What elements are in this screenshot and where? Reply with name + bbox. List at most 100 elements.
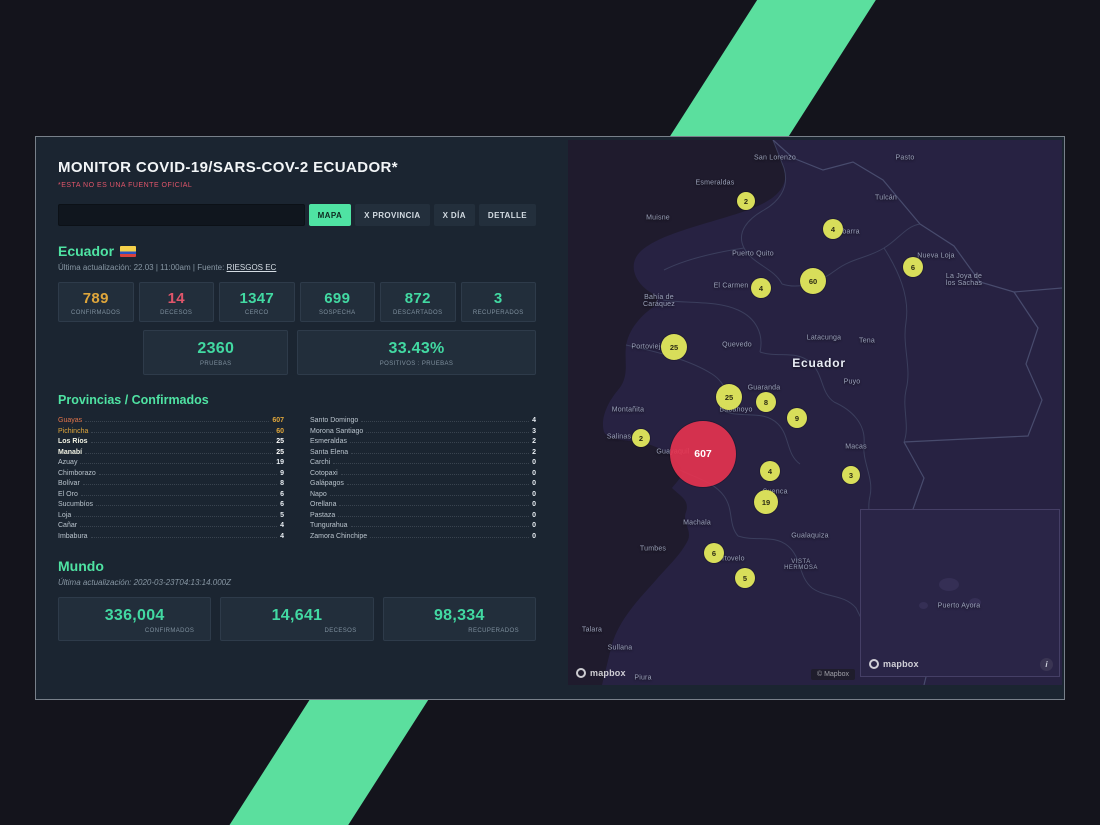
galapagos-inset-map[interactable]: Puerto Ayora mapbox i [860, 509, 1060, 677]
map-label: Babahoyo [719, 406, 753, 414]
stat-label: DESCARTADOS [392, 310, 443, 316]
map-label: Latacunga [806, 334, 842, 342]
map-marker-4[interactable]: 4 [760, 461, 780, 481]
map-marker-4[interactable]: 4 [823, 219, 843, 239]
province-name: Tungurahua [310, 522, 348, 529]
map-label: Bahía de Caráquez [643, 294, 675, 308]
dashboard-panel: MONITOR COVID-19/SARS-COV-2 ECUADOR* *ES… [36, 137, 568, 699]
province-value: 607 [272, 417, 284, 424]
search-input[interactable] [58, 204, 305, 226]
province-row: Orellana 0 [310, 500, 536, 511]
view-tabs: MAPA X PROVINCIA X DÍA DETALLE [308, 204, 536, 226]
province-row: Sucumbíos 6 [58, 500, 284, 511]
tab-x-provincia[interactable]: X PROVINCIA [355, 204, 430, 226]
province-row: Galápagos 0 [310, 479, 536, 490]
map-marker-607[interactable]: 607 [670, 421, 736, 487]
stat-value: 2360 [197, 340, 235, 357]
dashboard-frame: MONITOR COVID-19/SARS-COV-2 ECUADOR* *ES… [35, 136, 1065, 700]
province-row: Santa Elena 2 [310, 448, 536, 459]
province-name: Zamora Chinchipe [310, 532, 368, 540]
map-marker-19[interactable]: 19 [754, 490, 778, 514]
stat-label: CONFIRMADOS [144, 628, 195, 634]
province-value: 4 [532, 417, 536, 424]
map-label: La Joya de los Sachas [945, 273, 983, 287]
map-marker-60[interactable]: 60 [800, 268, 826, 294]
map-marker-6[interactable]: 6 [903, 257, 923, 277]
map-marker-8[interactable]: 8 [756, 392, 776, 412]
province-name: Galápagos [310, 480, 344, 487]
map-label: VISTA HERMOSA [784, 559, 818, 571]
map-attribution[interactable]: © Mapbox [810, 669, 855, 680]
tab-detalle[interactable]: DETALLE [478, 204, 536, 226]
province-name: Chimborazo [58, 469, 96, 477]
province-row: Chimborazo 9 [58, 469, 284, 480]
province-name: Carchi [310, 459, 331, 466]
map-label: Portoviejo [631, 343, 665, 351]
map-label: Ecuador [792, 356, 846, 370]
tab-x-d-a[interactable]: X DÍA [433, 204, 475, 226]
dotted-leader [351, 452, 530, 454]
province-row: Cotopaxi 0 [310, 469, 536, 480]
map-label: El Carmen [713, 282, 749, 290]
stat-card: 14,641 DECESOS [220, 597, 374, 641]
mapbox-logo[interactable]: mapbox [576, 668, 626, 678]
dotted-leader [91, 431, 274, 433]
map-canvas[interactable]: Puerto Ayora mapbox i mapbox © Mapbox Sa… [568, 140, 1062, 685]
province-name: Pichincha [58, 427, 89, 435]
province-name: Imbabura [58, 532, 88, 540]
dotted-leader [90, 442, 274, 443]
stat-card: 336,004 CONFIRMADOS [58, 597, 212, 641]
map-label: Tumbes [639, 545, 667, 553]
province-value: 0 [532, 480, 536, 487]
province-value: 3 [532, 427, 536, 435]
mundo-stats-row: 336,004 CONFIRMADOS 14,641 DECESOS 98,334 REC… [58, 597, 536, 641]
map-label: Quevedo [722, 341, 752, 349]
province-value: 0 [532, 459, 536, 466]
map-marker-3[interactable]: 3 [842, 466, 860, 484]
map-marker-2[interactable]: 2 [632, 429, 650, 447]
source-link[interactable]: RIESGOS EC [226, 263, 277, 272]
province-name: Bolívar [58, 480, 80, 487]
stat-label: RECUPERADOS [468, 628, 519, 634]
map-marker-2[interactable]: 2 [737, 192, 755, 210]
map-marker-25[interactable]: 25 [716, 384, 742, 410]
province-name: Esmeraldas [310, 438, 347, 445]
province-value: 0 [532, 490, 536, 498]
province-row: Bolívar 8 [58, 479, 284, 490]
dotted-leader [338, 515, 530, 517]
stat-value: 14 [167, 290, 185, 307]
info-icon[interactable]: i [1040, 658, 1053, 671]
dotted-leader [361, 421, 530, 422]
map-marker-25[interactable]: 25 [661, 334, 687, 360]
map-marker-5[interactable]: 5 [735, 568, 755, 588]
map-label: Salinas [606, 433, 632, 441]
map-marker-9[interactable]: 9 [787, 408, 807, 428]
province-row: Cañar 4 [58, 521, 284, 532]
stat-value: 699 [324, 290, 351, 307]
province-row: Napo 0 [310, 490, 536, 501]
stat-card: 789 CONFIRMADOS [58, 282, 134, 322]
province-name: Santo Domingo [310, 417, 359, 424]
stat-value: 14,641 [271, 607, 323, 624]
map-label: Montañita [611, 406, 645, 414]
province-row: Loja 5 [58, 511, 284, 522]
tab-mapa[interactable]: MAPA [308, 204, 352, 226]
province-row: Zamora Chinchipe 0 [310, 532, 536, 543]
mapbox-logo-text: mapbox [590, 668, 626, 678]
map-marker-6[interactable]: 6 [704, 543, 724, 563]
stat-card: 2360 PRUEBAS [143, 330, 289, 375]
province-value: 8 [280, 480, 284, 487]
map-label: Guaranda [747, 384, 781, 392]
map-marker-4[interactable]: 4 [751, 278, 771, 298]
mundo-heading: Mundo [58, 558, 104, 574]
stat-label: DECESOS [160, 310, 193, 316]
map-label: Gualaquiza [791, 532, 829, 540]
province-row: Santo Domingo 4 [310, 416, 536, 427]
stat-card: 3 RECUPERADOS [460, 282, 536, 322]
dotted-leader [98, 473, 278, 475]
mapbox-logo[interactable]: mapbox [869, 659, 919, 669]
province-col-left: Guayas 607 Pichincha 60 Los Ríos 25 Manabí 25 Az… [58, 416, 284, 542]
stat-label: CONFIRMADOS [71, 310, 121, 316]
dotted-leader [346, 484, 530, 485]
province-name: Guayas [58, 417, 83, 424]
